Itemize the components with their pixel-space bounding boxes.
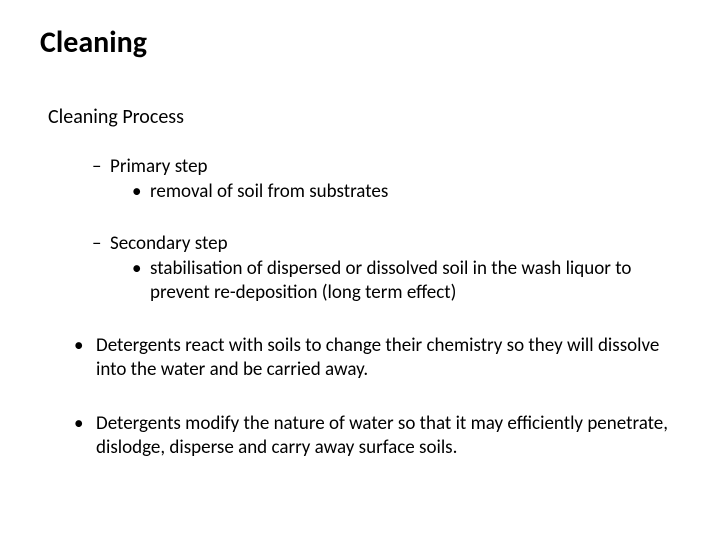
section-heading-text: Secondary step [110,232,228,255]
bullet-icon: • [132,257,150,281]
spacer [40,204,680,232]
spacer [40,382,680,412]
section-heading: – Primary step [92,155,680,178]
bullet-icon: • [74,412,96,436]
bullet-icon: • [74,334,96,358]
section-item-text: stabilisation of dispersed or dissolved … [150,257,680,305]
dash-icon: – [92,155,110,178]
slide: Cleaning Cleaning Process – Primary step… [0,0,720,540]
body-bullet: • Detergents react with soils to change … [74,334,680,382]
body-bullet-text: Detergents modify the nature of water so… [96,412,680,460]
body-bullet: • Detergents modify the nature of water … [74,412,680,460]
body-bullet-text: Detergents react with soils to change th… [96,334,680,382]
section-item: • removal of soil from substrates [132,180,680,204]
section-heading-text: Primary step [110,155,208,178]
bullet-icon: • [132,180,150,204]
slide-subtitle: Cleaning Process [48,105,680,129]
dash-icon: – [92,232,110,255]
section-item: • stabilisation of dispersed or dissolve… [132,257,680,305]
section-heading: – Secondary step [92,232,680,255]
spacer [40,304,680,334]
slide-title: Cleaning [40,24,680,61]
section-item-text: removal of soil from substrates [150,180,388,204]
